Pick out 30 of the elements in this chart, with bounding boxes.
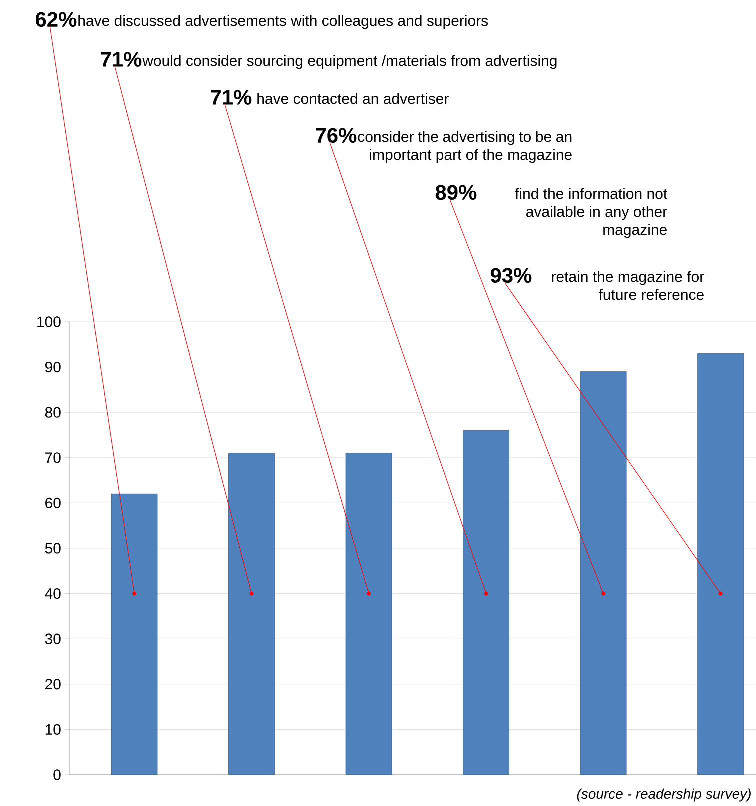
data-label: 76% xyxy=(316,128,357,144)
y-tick-label: 10 xyxy=(46,724,61,735)
y-tick-label: 0 xyxy=(54,770,61,780)
text: (source - readership survey) xyxy=(577,788,751,802)
text: retain the magazine for future reference xyxy=(552,271,704,300)
y-tick-label: 20 xyxy=(46,679,61,690)
y-tick-label: 30 xyxy=(45,634,61,644)
y-tick-label: 90 xyxy=(45,362,61,373)
bar xyxy=(463,430,510,776)
y-tick-label: 40 xyxy=(45,588,61,600)
text: consider the advertising to be an important part of the magazine xyxy=(358,131,572,164)
data-label: 62% xyxy=(36,12,77,28)
data-label: 93% xyxy=(490,268,532,284)
text: have discussed advertisements with colleagues and superiors xyxy=(78,15,488,30)
y-tick-label: 100 xyxy=(38,316,61,328)
data-label: 71% xyxy=(101,52,142,67)
y-tick-label: 50 xyxy=(45,543,61,554)
bar xyxy=(580,372,627,776)
text: have contacted an advertiser xyxy=(258,93,449,104)
y-tick-label: 70 xyxy=(46,452,61,464)
bar xyxy=(346,453,392,776)
text: would consider sourcing equipment /materials from advertising xyxy=(142,55,557,70)
data-label: 89% xyxy=(436,185,477,200)
text: find the information not available in any other magazine xyxy=(515,188,668,238)
y-tick-label: 60 xyxy=(46,498,61,508)
bar xyxy=(228,453,275,776)
y-tick-label: 80 xyxy=(45,407,61,418)
bar xyxy=(111,494,158,776)
bar xyxy=(698,354,744,776)
data-label: 71% xyxy=(211,90,252,105)
